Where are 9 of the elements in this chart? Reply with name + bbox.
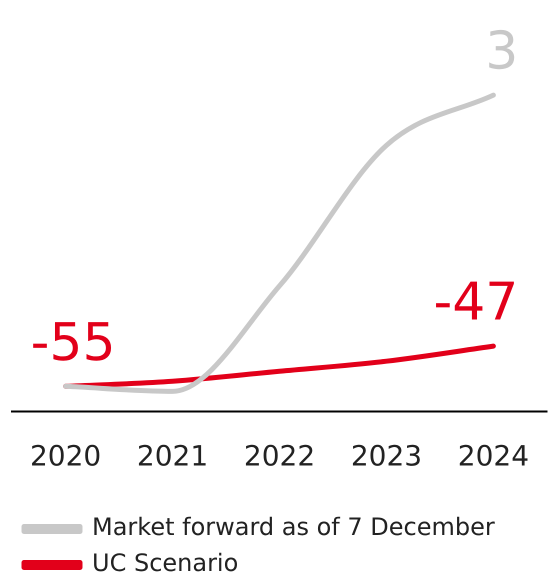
data-label: -47 xyxy=(433,272,518,333)
legend-label: UC Scenario xyxy=(92,549,238,578)
x-tick-label: 2023 xyxy=(350,439,422,472)
x-tick-label: 2022 xyxy=(244,439,316,472)
x-tick-label: 2024 xyxy=(458,439,530,472)
data-label: -55 xyxy=(30,312,116,373)
x-tick-label: 2021 xyxy=(136,439,208,472)
x-tick-label: 2020 xyxy=(30,439,102,472)
legend-label: Market forward as of 7 December xyxy=(92,513,495,542)
